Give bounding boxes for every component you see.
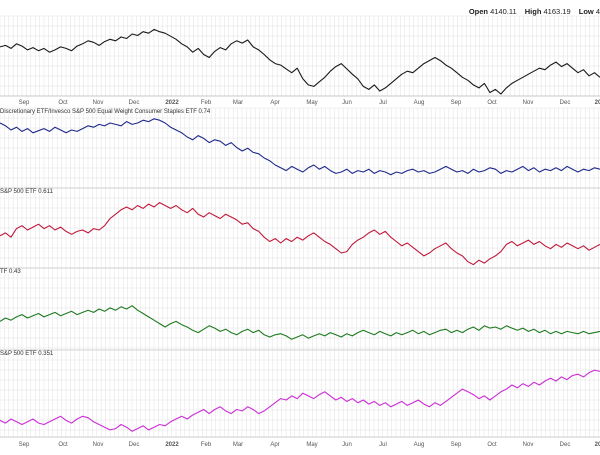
x-tick-label: Apr <box>270 100 279 106</box>
low-label: Low <box>578 7 594 16</box>
series-line-panel-2 <box>0 202 600 266</box>
ohlc-readout: Open 4140.11 High 4163.19 Low 4 <box>469 7 600 16</box>
x-tick-label: Apr <box>270 442 279 448</box>
x-tick-label: Aug <box>414 100 425 106</box>
x-tick-label: Feb <box>201 442 212 448</box>
x-tick-label: Feb <box>201 100 212 106</box>
x-tick-label: Nov <box>523 442 534 448</box>
series-line-panel-4 <box>0 369 600 432</box>
axis-layer: Sep Oct Nov Dec 2022 Feb Mar Apr May Jun Jul Aug Sep… <box>19 100 600 448</box>
panel-1-legend: Discretionary ETF/Invesco S&P 500 Equal … <box>0 109 211 115</box>
open-value: 4140.11 <box>490 7 517 16</box>
panel-4-legend: S&P 500 ETF 0.351 <box>0 351 54 357</box>
x-tick-label: Nov <box>93 442 104 448</box>
x-tick-label: Aug <box>414 442 425 448</box>
x-tick-label: May <box>306 442 317 448</box>
x-tick-label: 20 <box>595 442 600 448</box>
x-tick-label: Dec <box>129 100 140 106</box>
x-tick-label: Mar <box>233 442 243 448</box>
series-layer <box>0 28 600 432</box>
x-tick-label: Sep <box>451 442 462 448</box>
x-tick-label: Jul <box>379 442 387 448</box>
x-tick-label: 20 <box>595 100 600 106</box>
x-tick-label: Mar <box>233 100 243 106</box>
open-label: Open <box>468 7 488 16</box>
x-tick-label: Dec <box>560 442 571 448</box>
x-tick-label: Sep <box>19 442 30 448</box>
panel-2-legend: S&P 500 ETF 0.611 <box>0 189 53 195</box>
x-tick-label: Nov <box>93 100 104 106</box>
x-tick-label: Dec <box>560 100 571 106</box>
panel-3-legend: TF 0.43 <box>0 269 21 275</box>
x-tick-label: Jun <box>342 442 352 448</box>
x-tick-label: 2022 <box>165 442 179 448</box>
x-tick-label: Jun <box>342 100 352 106</box>
x-tick-label: 2022 <box>165 100 179 106</box>
x-tick-label: Nov <box>523 100 534 106</box>
low-value: 4 <box>595 7 600 16</box>
grid-layer <box>0 15 600 438</box>
x-tick-label: Jul <box>379 100 387 106</box>
x-tick-label: Oct <box>58 442 68 448</box>
label-layer: Discretionary ETF/Invesco S&P 500 Equal … <box>0 109 211 357</box>
x-tick-label: Oct <box>487 100 497 106</box>
series-line-panel-0 <box>0 28 600 95</box>
high-value: 4163.19 <box>543 7 571 16</box>
series-line-panel-3 <box>0 305 600 340</box>
x-tick-label: Dec <box>129 442 140 448</box>
x-tick-label: Oct <box>58 100 68 106</box>
high-label: High <box>524 7 542 16</box>
x-tick-label: Oct <box>487 442 497 448</box>
x-tick-label: May <box>306 100 317 106</box>
x-tick-label: Sep <box>19 100 30 106</box>
x-tick-label: Sep <box>451 100 462 106</box>
series-line-panel-1 <box>0 118 600 176</box>
